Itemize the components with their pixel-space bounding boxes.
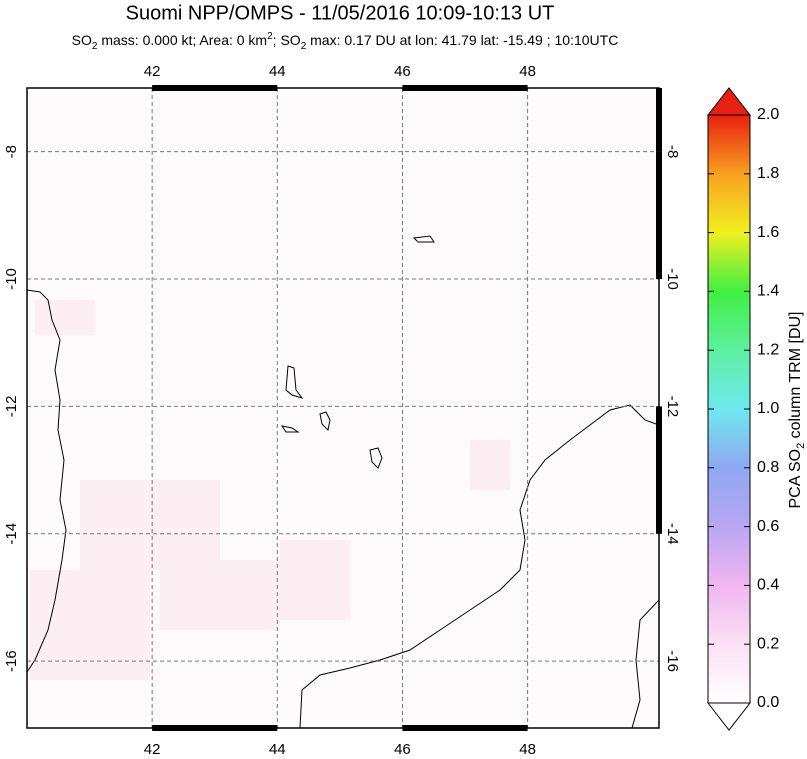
subtitle-part: 2: [267, 31, 273, 42]
frame-bar: [402, 725, 528, 731]
colorbar-bar: [707, 114, 751, 704]
y-tick-label-right: -8: [664, 145, 681, 158]
colorbar-tick-label: 2.0: [757, 106, 779, 123]
coastlines: [27, 235, 659, 728]
colorbar-label-part: PCA SO: [787, 449, 804, 509]
frame-bar: [656, 406, 662, 534]
map-area: [27, 88, 659, 728]
frame-bar: [152, 725, 278, 731]
colorbar-tick-label: 1.8: [757, 165, 779, 182]
y-tick-label-right: -12: [664, 396, 681, 418]
title: Suomi NPP/OMPS - 11/05/2016 10:09-10:13 …: [126, 2, 555, 24]
x-tick-label-bottom: 42: [144, 741, 161, 758]
colorbar: [706, 87, 752, 731]
colorbar-label-part: column TRM [DU]: [787, 312, 804, 443]
y-tick-label-left: -12: [3, 396, 20, 418]
x-tick-label-top: 46: [394, 63, 411, 80]
x-tick-label-top: 42: [144, 63, 161, 80]
colorbar-bottom-arrow: [706, 702, 752, 731]
subtitle-part: 2: [92, 41, 98, 52]
subtitle-part: max: 0.17 DU at lon: 41.79 lat: -15.49 ;…: [306, 32, 618, 48]
colorbar-label: PCA SO2 column TRM [DU]: [787, 312, 807, 509]
x-tick-label-top: 48: [519, 63, 536, 80]
x-tick-label-bottom: 46: [394, 741, 411, 758]
x-tick-label-bottom: 48: [519, 741, 536, 758]
colorbar-label-part: 2: [795, 443, 807, 449]
frame-bar: [656, 88, 662, 152]
y-tick-label-left: -10: [3, 268, 20, 290]
y-tick-label-right: -10: [664, 268, 681, 290]
colorbar-tick-label: 1.6: [757, 224, 779, 241]
colorbar-top-arrow: [706, 87, 752, 116]
y-tick-label-right: -14: [664, 523, 681, 545]
subtitle-part: ; SO: [273, 32, 301, 48]
faint-retrievals: [30, 300, 510, 680]
subtitle-part: 2: [301, 41, 307, 52]
frame-bar: [402, 85, 528, 91]
y-tick-label-left: -14: [3, 523, 20, 545]
subtitle: SO2 mass: 0.000 kt; Area: 0 km2; SO2 max…: [72, 31, 619, 52]
colorbar-tick-label: 1.0: [757, 400, 779, 417]
subtitle-part: mass: 0.000 kt; Area: 0 km: [97, 32, 267, 48]
colorbar-tick-label: 0.4: [757, 577, 779, 594]
frame-bars: [152, 85, 662, 731]
grid: [27, 88, 659, 728]
x-tick-label-top: 44: [269, 63, 286, 80]
x-tick-label-bottom: 44: [269, 741, 286, 758]
y-tick-label-right: -16: [664, 650, 681, 672]
subtitle-part: SO: [72, 32, 92, 48]
colorbar-tick-label: 0.6: [757, 518, 779, 535]
y-tick-label-left: -16: [3, 650, 20, 672]
frame-bar: [656, 151, 662, 280]
y-tick-label-left: -8: [3, 145, 20, 158]
frame-bar: [152, 85, 278, 91]
colorbar-tick-label: 0.0: [757, 694, 779, 711]
colorbar-tick-label: 0.8: [757, 459, 779, 476]
colorbar-tick-label: 1.2: [757, 341, 779, 358]
colorbar-tick-label: 0.2: [757, 635, 779, 652]
colorbar-tick-label: 1.4: [757, 283, 779, 300]
